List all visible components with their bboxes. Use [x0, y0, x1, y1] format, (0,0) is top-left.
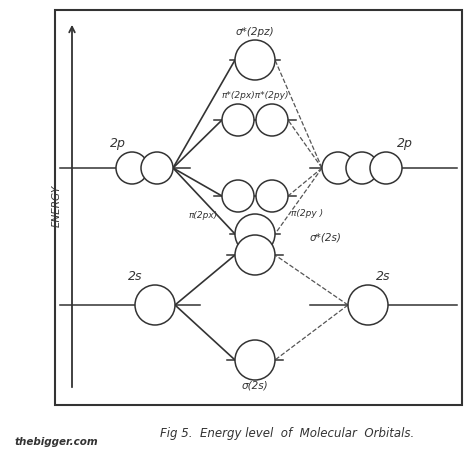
Bar [55, 10, 462, 405]
Text: 2p: 2p [397, 137, 413, 149]
Text: σ(2pz): σ(2pz) [238, 254, 272, 264]
Circle shape [135, 285, 175, 325]
Circle shape [346, 152, 378, 184]
Circle shape [256, 104, 288, 136]
Circle shape [370, 152, 402, 184]
Text: thebigger.com: thebigger.com [15, 437, 99, 447]
Text: π(2px): π(2px) [188, 212, 218, 221]
Text: ENERGY: ENERGY [52, 185, 62, 227]
Text: σ*(2s): σ*(2s) [310, 232, 342, 242]
Text: π(2py ): π(2py ) [291, 209, 323, 218]
Text: σ(2s): σ(2s) [242, 381, 268, 391]
Circle shape [235, 40, 275, 80]
Text: Fig 5.  Energy level  of  Molecular  Orbitals.: Fig 5. Energy level of Molecular Orbital… [160, 428, 414, 440]
Circle shape [235, 340, 275, 380]
Circle shape [256, 180, 288, 212]
Text: 2s: 2s [376, 271, 390, 283]
Circle shape [235, 235, 275, 275]
Text: 2p: 2p [110, 137, 126, 149]
Circle shape [348, 285, 388, 325]
Circle shape [116, 152, 148, 184]
Text: π*(2px)π*(2py): π*(2px)π*(2py) [221, 90, 289, 99]
Text: 2s: 2s [128, 271, 142, 283]
Circle shape [222, 180, 254, 212]
Circle shape [322, 152, 354, 184]
Circle shape [235, 214, 275, 254]
Text: σ*(2pz): σ*(2pz) [236, 27, 274, 37]
Circle shape [222, 104, 254, 136]
Circle shape [141, 152, 173, 184]
